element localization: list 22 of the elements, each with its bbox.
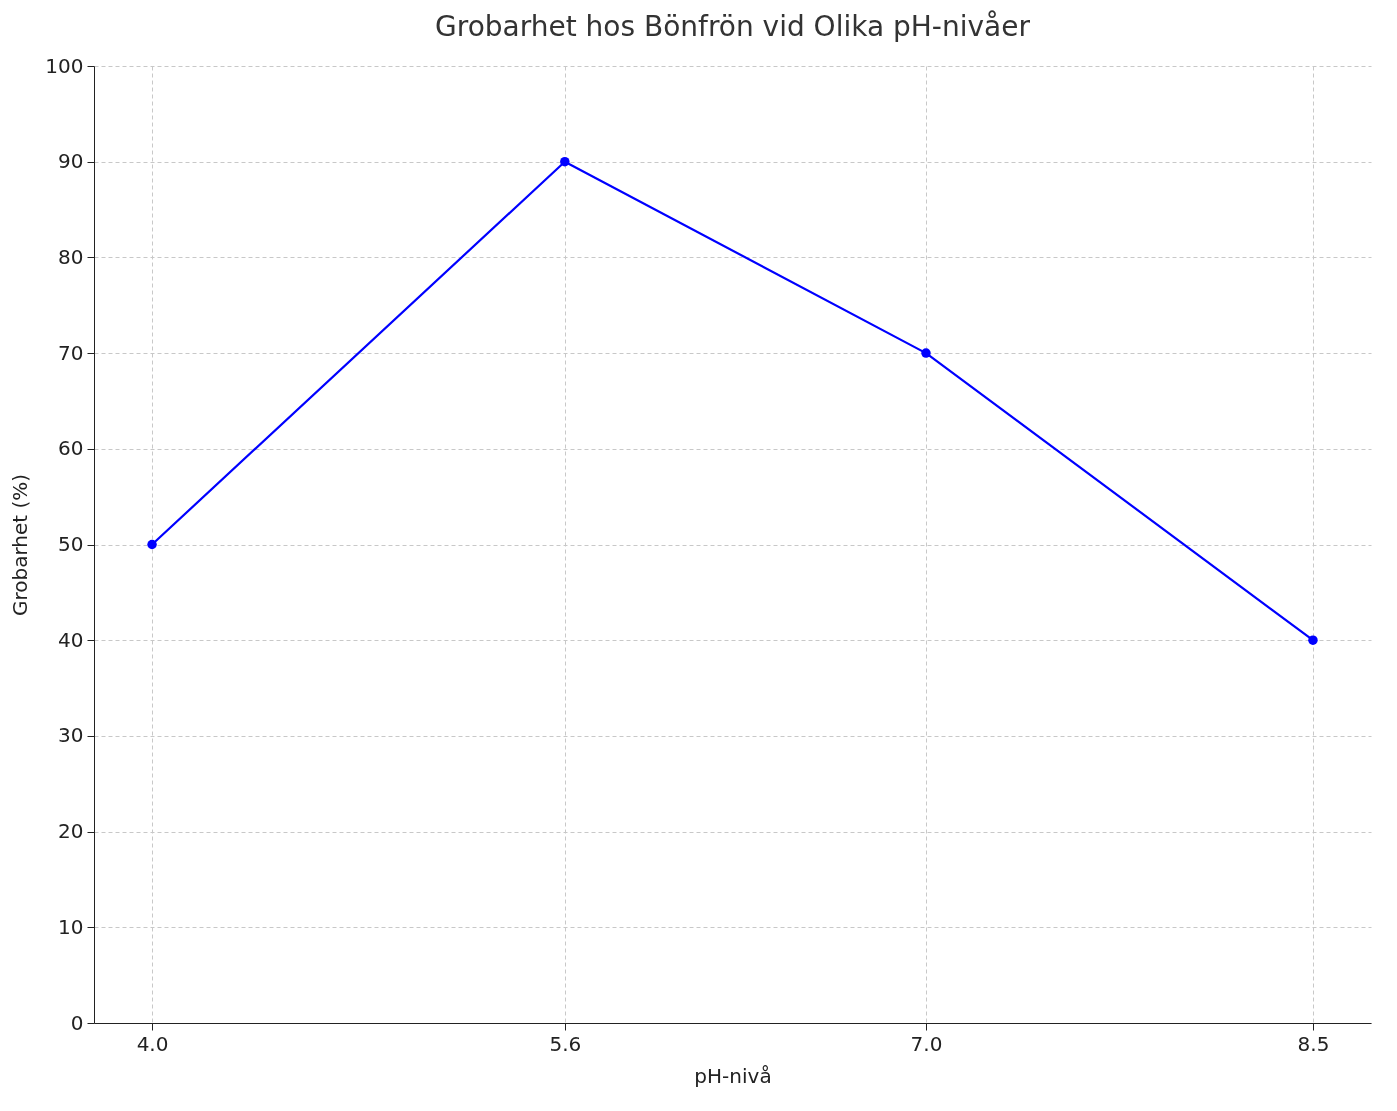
y-tick-label: 50 xyxy=(58,532,84,556)
y-tick-label: 90 xyxy=(58,149,84,174)
x-axis-title: pH-nivå xyxy=(694,1063,772,1088)
x-tick-label: 5.6 xyxy=(549,1031,582,1056)
x-tick-label: 7.0 xyxy=(910,1031,943,1056)
y-tick-label: 80 xyxy=(58,244,84,269)
y-tick-label: 70 xyxy=(58,340,84,365)
point xyxy=(1308,635,1318,645)
x-tick-label: 4.0 xyxy=(136,1031,169,1056)
x-tick-label: 8.5 xyxy=(1297,1031,1330,1056)
point xyxy=(560,156,570,167)
y-tick-label: 30 xyxy=(58,723,84,748)
y-tick-label: 10 xyxy=(58,914,84,939)
y-axis-title: Grobarhet (%) xyxy=(8,473,33,617)
y-tick-label: 60 xyxy=(58,436,84,461)
y-tick-label: 0 xyxy=(70,1010,84,1035)
y-tick-label: 40 xyxy=(58,627,84,652)
y-tick-label: 20 xyxy=(58,819,84,844)
point xyxy=(921,348,931,358)
y-tick-label: 100 xyxy=(45,53,84,78)
chart-title: Grobarhet hos Bönfrön vid Olika pH-nivåer xyxy=(435,10,1031,43)
point xyxy=(147,539,157,550)
